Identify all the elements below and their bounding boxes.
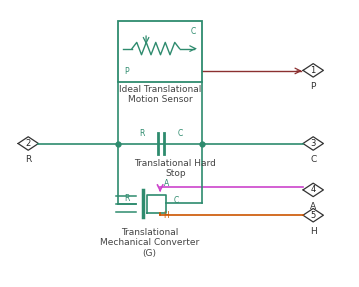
Text: 4: 4	[311, 185, 316, 194]
Text: C: C	[173, 195, 179, 205]
Text: C: C	[310, 155, 316, 164]
Text: 2: 2	[25, 139, 31, 148]
Text: Ideal Translational
Motion Sensor: Ideal Translational Motion Sensor	[119, 85, 201, 104]
Text: 3: 3	[311, 139, 316, 148]
Text: R: R	[139, 129, 145, 138]
Text: 5: 5	[311, 211, 316, 220]
Text: Translational Hard
Stop: Translational Hard Stop	[134, 159, 216, 178]
Text: 1: 1	[311, 66, 316, 75]
Bar	[118, 21, 202, 82]
Text: H: H	[310, 227, 317, 236]
Text: C: C	[178, 129, 183, 138]
Text: C: C	[191, 27, 196, 36]
Text: P: P	[311, 82, 316, 91]
Text: H: H	[164, 211, 169, 220]
Text: R: R	[25, 155, 31, 164]
Text: A: A	[310, 202, 316, 211]
Text: A: A	[164, 179, 169, 188]
Text: P: P	[125, 67, 129, 76]
Text: R: R	[124, 194, 129, 203]
Text: Translational
Mechanical Converter
(G): Translational Mechanical Converter (G)	[100, 228, 199, 258]
